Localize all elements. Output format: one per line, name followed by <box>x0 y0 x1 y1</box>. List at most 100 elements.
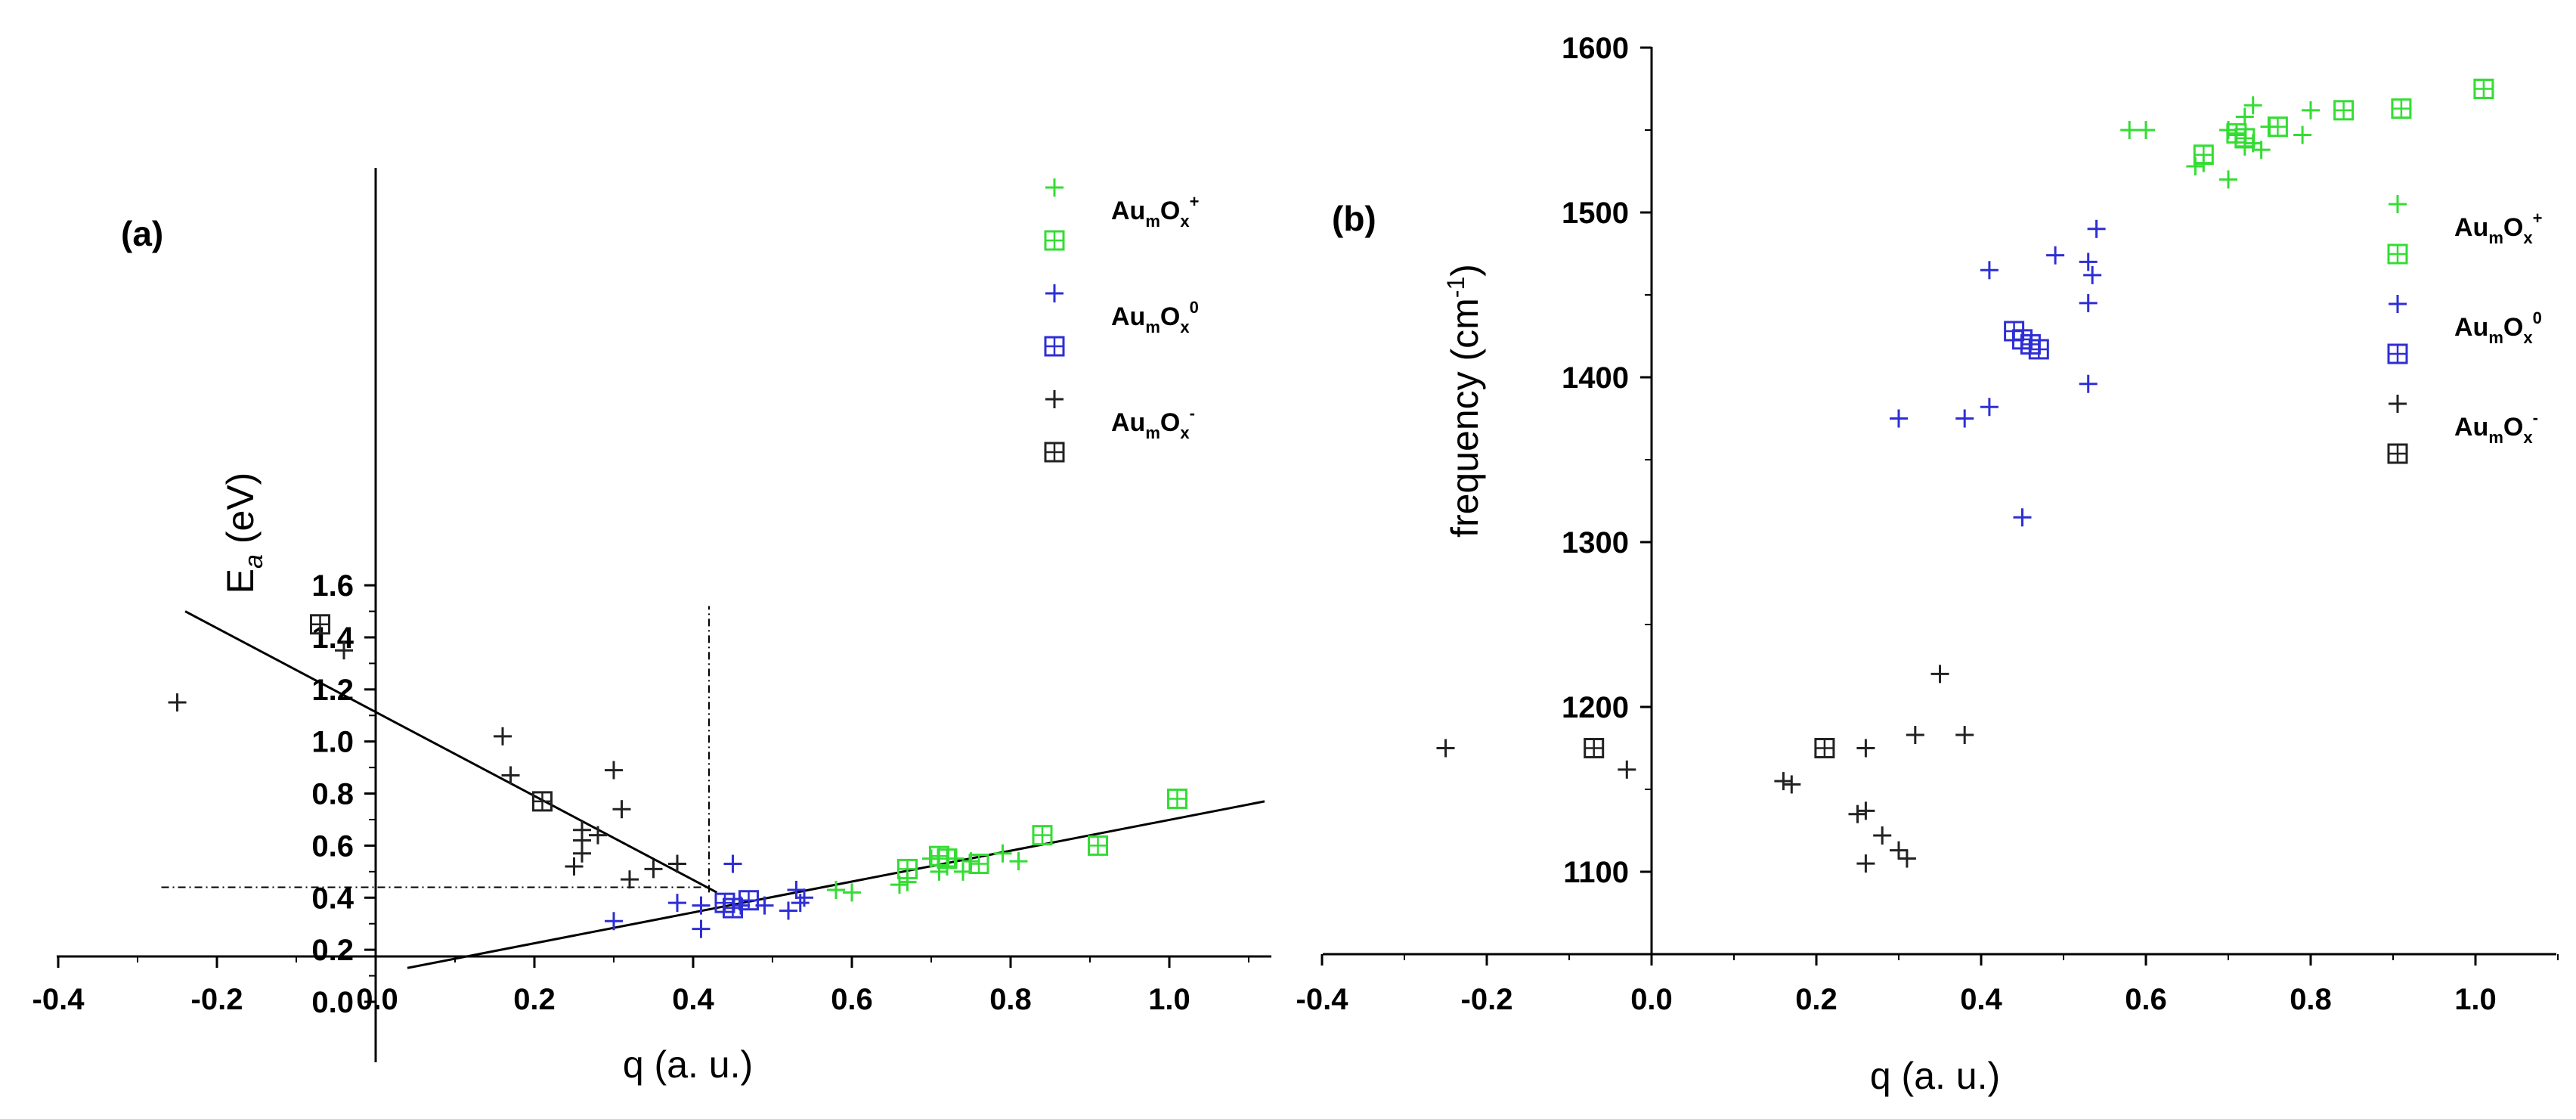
a-point-s4-2 <box>494 727 512 745</box>
b-point-s3-3 <box>2028 339 2049 360</box>
a-point-s4-8 <box>589 826 607 845</box>
a-point-s0-0 <box>827 880 845 899</box>
b-point-s1-6 <box>2473 79 2494 99</box>
b-point-s0-9 <box>2243 96 2262 115</box>
a-point-s4-4 <box>565 857 584 876</box>
a-point-s4-0 <box>168 693 187 712</box>
a-legend-label-2: AumOx0 <box>1111 298 1199 336</box>
a-point-s2-8 <box>787 880 806 899</box>
b-point-s2-10 <box>2087 219 2106 238</box>
b-legend-label-2: AumOx0 <box>2454 308 2542 347</box>
a-point-s0-10 <box>993 844 1012 863</box>
b-point-s2-1 <box>1955 409 1974 428</box>
a-ytick-label-5: 1.0 <box>311 726 354 759</box>
a-point-s1-0 <box>897 858 918 879</box>
b-ytick-label-2: 1300 <box>1562 526 1629 560</box>
b-xtick-label-2: 0.0 <box>1630 983 1673 1016</box>
b-legend-marker-0 <box>2389 195 2407 213</box>
a-point-s1-4 <box>1032 825 1053 846</box>
b-point-s1-3 <box>2267 116 2288 138</box>
b-point-s4-2 <box>1774 772 1793 791</box>
b-legend-label-0: AumOx+ <box>2454 209 2542 247</box>
b-y-axis-label: frequency (cm-1) <box>1442 264 1486 538</box>
b-point-s4-8 <box>1873 826 1892 845</box>
b-point-s0-13 <box>2293 126 2312 144</box>
a-legend-marker-4 <box>1045 390 1064 408</box>
b-point-s0-7 <box>2235 107 2254 126</box>
a-ytick-label-8: 1.6 <box>311 569 354 603</box>
a-xtick-label-3: 0.2 <box>513 983 556 1016</box>
b-legend-marker-4 <box>2389 395 2407 413</box>
panel-a-energy-vs-charge: -0.4 -0.2 0.0 0.2 0.4 0.6 0.8 1.00.00.20.40.60.… <box>33 168 1271 1086</box>
b-point-s1-2 <box>2234 128 2256 149</box>
b-panel-label: (b) <box>1332 199 1376 238</box>
b-point-s4-13 <box>1955 726 1974 745</box>
a-ytick-label-3: 0.6 <box>311 829 354 863</box>
a-ytick-label-4: 0.8 <box>311 778 354 811</box>
a-xtick-label-2: 0.0 <box>356 983 398 1016</box>
a-point-s5-0 <box>310 614 330 635</box>
b-point-s2-2 <box>1980 261 1999 280</box>
a-point-s4-13 <box>668 854 686 873</box>
b-point-s4-9 <box>1890 841 1908 860</box>
b-point-s4-7 <box>1856 854 1875 873</box>
b-point-s2-8 <box>2079 293 2098 312</box>
a-xtick-label-1: -0.2 <box>191 983 243 1016</box>
a-point-s2-7 <box>779 901 797 920</box>
a-legend-marker-0 <box>1045 178 1064 197</box>
a-x-axis-label: q (a. u.) <box>623 1043 753 1086</box>
a-ytick-label-7: 1.4 <box>311 621 354 655</box>
b-point-s0-4 <box>2219 170 2237 189</box>
a-legend-label-4: AumOx- <box>1111 404 1195 442</box>
b-point-s0-11 <box>2252 141 2271 160</box>
b-point-s4-5 <box>1856 801 1875 820</box>
a-xtick-label-7: 1.0 <box>1148 983 1190 1016</box>
b-point-s4-6 <box>1856 739 1875 758</box>
a-point-s4-9 <box>605 761 623 780</box>
a-ytick-label-1: 0.2 <box>311 934 354 967</box>
b-point-s2-3 <box>1980 398 1999 417</box>
a-panel-label: (a) <box>121 214 163 253</box>
b-point-s4-11 <box>1906 726 1924 745</box>
b-point-s4-10 <box>1897 849 1916 868</box>
b-ytick-label-5: 1600 <box>1562 32 1629 65</box>
a-point-s3-2 <box>738 890 759 911</box>
b-point-s2-5 <box>2046 246 2065 265</box>
a-point-s4-10 <box>612 800 631 819</box>
a-point-s0-1 <box>843 883 861 902</box>
a-point-s4-11 <box>621 870 639 889</box>
b-point-s2-4 <box>2013 508 2032 527</box>
b-point-s1-5 <box>2391 98 2412 119</box>
b-xtick-label-7: 1.0 <box>2454 983 2497 1016</box>
a-point-s2-10 <box>795 888 813 907</box>
a-legend-marker-1 <box>1044 230 1065 251</box>
a-point-s2-9 <box>791 894 810 913</box>
b-ytick-label-3: 1400 <box>1562 361 1629 395</box>
a-point-s1-5 <box>1088 835 1108 856</box>
a-point-s4-12 <box>644 860 663 879</box>
b-legend-marker-5 <box>2387 443 2408 464</box>
b-point-s2-6 <box>2079 253 2098 271</box>
b-ytick-label-0: 1100 <box>1563 856 1629 889</box>
b-ytick-label-4: 1500 <box>1562 197 1629 230</box>
a-point-s1-2 <box>937 848 958 869</box>
a-legend-marker-3 <box>1044 336 1065 357</box>
a-xtick-label-0: -0.4 <box>33 983 85 1016</box>
a-point-s2-2 <box>692 919 711 938</box>
b-legend-marker-2 <box>2389 295 2407 313</box>
a-xtick-label-6: 0.8 <box>989 983 1032 1016</box>
b-point-s4-3 <box>1782 775 1801 794</box>
a-legend-label-0: AumOx+ <box>1111 192 1199 231</box>
b-point-s2-7 <box>2079 374 2098 393</box>
a-point-s4-1 <box>335 641 353 660</box>
a-xtick-label-5: 0.6 <box>831 983 873 1016</box>
a-point-s0-11 <box>1009 852 1028 871</box>
a-point-s1-6 <box>1167 788 1187 809</box>
a-point-s1-3 <box>968 854 989 875</box>
b-xtick-label-4: 0.4 <box>1960 983 2002 1016</box>
b-point-s5-0 <box>1584 738 1605 758</box>
a-fit-line-0 <box>184 610 718 894</box>
a-legend-marker-2 <box>1045 284 1064 302</box>
a-y-axis-label: Ea (eV) <box>219 473 268 594</box>
